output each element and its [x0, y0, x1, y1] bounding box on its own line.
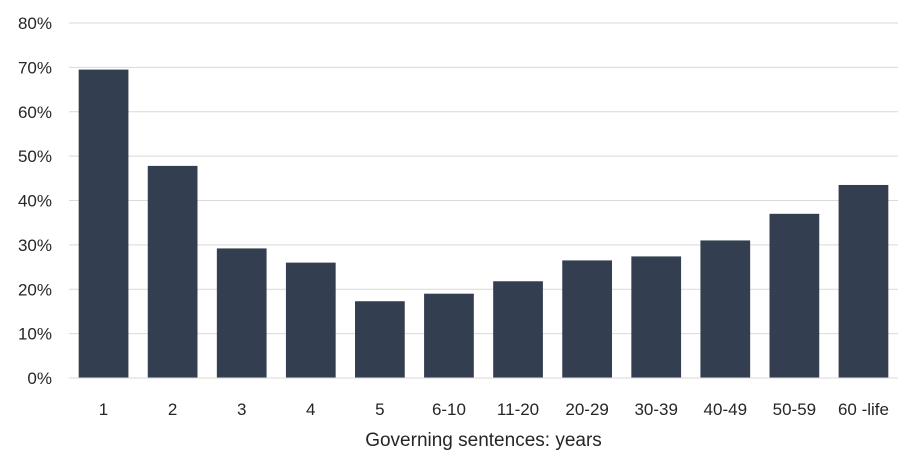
- x-tick-label: 20-29: [565, 400, 608, 419]
- y-tick-label: 40%: [18, 192, 52, 211]
- bars: [78, 69, 889, 378]
- y-tick-label: 20%: [18, 280, 52, 299]
- bar: [355, 301, 405, 378]
- x-tick-label: 5: [375, 400, 384, 419]
- bar: [631, 256, 682, 378]
- bar: [769, 213, 820, 378]
- x-tick-label: 3: [237, 400, 246, 419]
- x-axis-title: Governing sentences: years: [365, 430, 602, 451]
- x-tick-label: 1: [99, 400, 108, 419]
- bar: [78, 69, 129, 378]
- x-tick-label: 4: [306, 400, 315, 419]
- x-tick-label: 6-10: [432, 400, 466, 419]
- bar: [285, 262, 336, 378]
- y-tick-label: 30%: [18, 236, 52, 255]
- y-tick-label: 60%: [18, 103, 52, 122]
- y-tick-label: 80%: [18, 14, 52, 33]
- bar: [562, 260, 612, 378]
- gridlines: [69, 22, 898, 335]
- x-tick-label: 11-20: [497, 400, 539, 419]
- bar: [216, 248, 267, 378]
- x-axis-ticks: 1 2 3 4 5 6-10 11-20 20-29 30-39 40-49 50-59 60 -li…: [99, 400, 889, 419]
- y-tick-label: 10%: [18, 325, 52, 344]
- y-tick-label: 0%: [27, 369, 52, 388]
- y-tick-label: 50%: [18, 147, 52, 166]
- x-tick-label: 50-59: [773, 400, 816, 419]
- bar: [493, 281, 543, 378]
- x-tick-label: 30-39: [634, 400, 677, 419]
- bar: [424, 293, 474, 378]
- x-tick-label: 2: [168, 400, 177, 419]
- x-tick-label: 60 -life: [838, 400, 889, 419]
- bar: [700, 240, 751, 378]
- bar: [838, 184, 889, 378]
- x-tick-label: 40-49: [704, 400, 747, 419]
- bar: [147, 165, 198, 378]
- y-tick-label: 70%: [18, 58, 52, 77]
- y-axis-ticks: 0% 10% 20% 30% 40% 50% 60% 70% 80%: [18, 14, 52, 388]
